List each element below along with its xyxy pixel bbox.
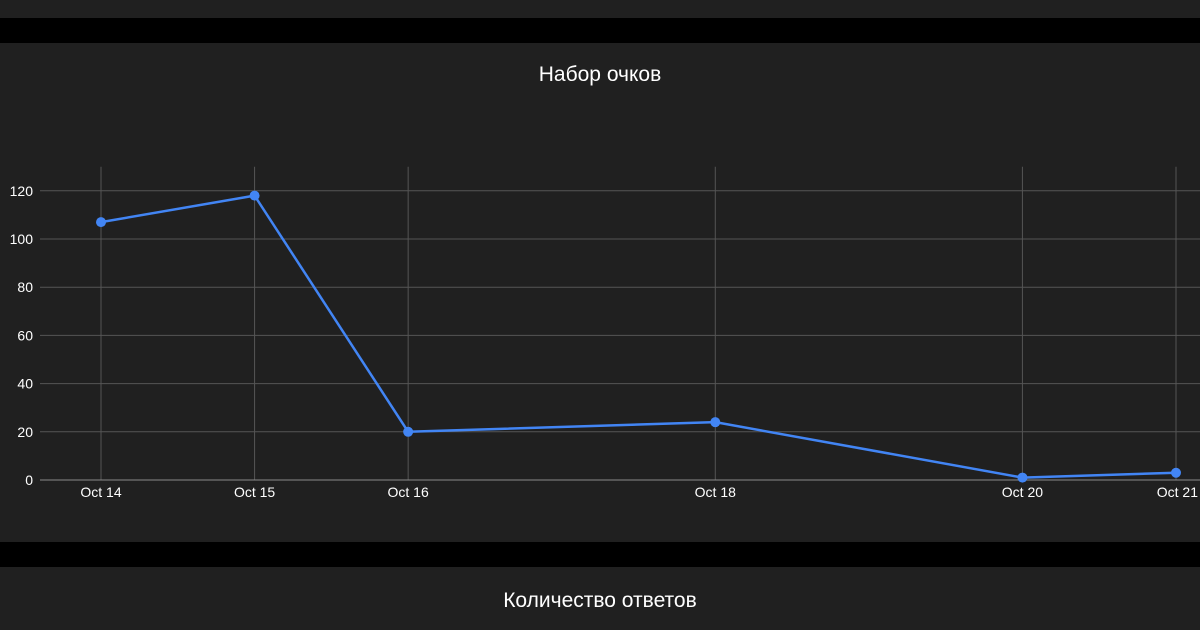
x-tick-label: Oct 21 <box>1157 484 1198 500</box>
y-tick-label: 120 <box>10 183 34 199</box>
second-chart-panel: Количество ответов <box>0 567 1200 630</box>
data-point <box>96 217 106 228</box>
y-tick-label: 0 <box>25 472 33 488</box>
y-tick-label: 20 <box>17 424 33 440</box>
x-tick-label: Oct 20 <box>1002 484 1043 500</box>
data-points <box>96 190 1181 483</box>
series-line <box>100 194 1177 479</box>
x-tick-label: Oct 18 <box>695 484 736 500</box>
top-panel-edge <box>0 0 1200 18</box>
data-point <box>710 417 721 428</box>
y-tick-label: 40 <box>17 376 33 392</box>
y-tick-label: 80 <box>17 279 33 295</box>
data-point <box>249 190 260 201</box>
y-tick-label: 60 <box>17 327 33 343</box>
y-tick-label: 100 <box>10 231 34 247</box>
x-tick-label: Oct 15 <box>234 484 275 500</box>
chart-panel: Набор очков 0 20 40 60 80 100 120 Oct 14 Oct 15… <box>0 43 1200 542</box>
second-chart-title: Количество ответов <box>503 589 697 612</box>
line-chart: 0 20 40 60 80 100 120 Oct 14 Oct 15 Oct 16 Oct 18… <box>10 166 1200 500</box>
x-tick-labels: Oct 14 Oct 15 Oct 16 Oct 18 Oct 20 Oct 21 <box>80 484 1198 500</box>
data-point <box>1017 472 1028 483</box>
x-tick-label: Oct 16 <box>388 484 429 500</box>
chart-title: Набор очков <box>538 63 662 86</box>
data-point <box>403 426 414 437</box>
x-tick-label: Oct 14 <box>80 484 121 500</box>
y-tick-labels: 0 20 40 60 80 100 120 <box>10 183 34 488</box>
grid-lines <box>40 166 1200 480</box>
data-point <box>1171 467 1181 478</box>
series-polyline <box>100 194 1177 479</box>
